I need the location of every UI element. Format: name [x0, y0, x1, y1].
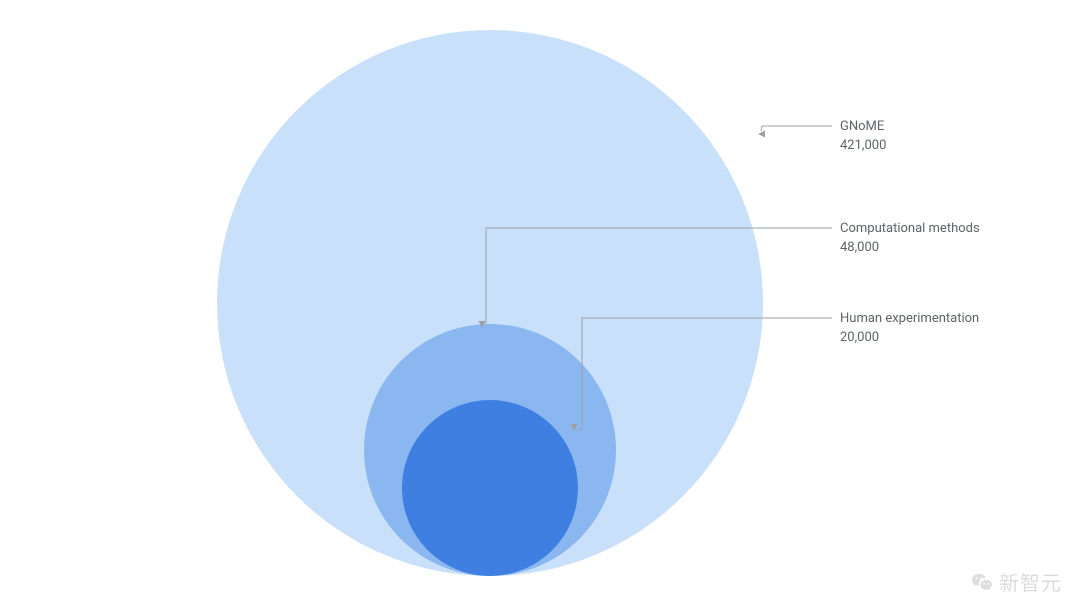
label-computational: Computational methods48,000 [840, 220, 980, 258]
label-human: Human experimentation20,000 [840, 310, 979, 348]
chart-canvas: GNoME421,000 Computational methods48,000 H… [0, 0, 1080, 608]
watermark-text: 新智元 [999, 567, 1062, 596]
label-name: GNoME [840, 118, 886, 137]
wechat-icon [971, 571, 993, 593]
label-name: Human experimentation [840, 310, 979, 329]
label-value: 48,000 [840, 239, 980, 258]
label-gnome: GNoME421,000 [840, 118, 886, 156]
label-name: Computational methods [840, 220, 980, 239]
label-value: 20,000 [840, 329, 979, 348]
label-value: 421,000 [840, 137, 886, 156]
watermark: 新智元 [971, 567, 1062, 596]
circle-human [402, 400, 578, 576]
